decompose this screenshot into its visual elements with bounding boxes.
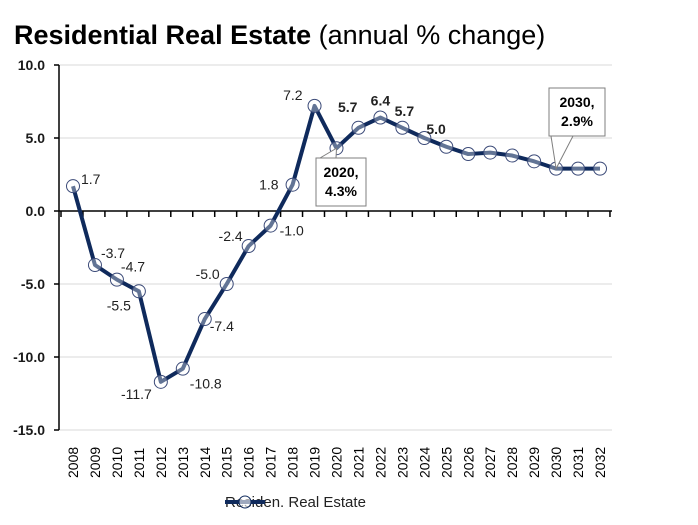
data-point [66, 179, 80, 194]
data-label: 5.7 [395, 103, 415, 119]
data-point [109, 272, 124, 287]
x-tick-label: 2027 [482, 447, 498, 478]
data-point [285, 177, 300, 192]
data-point [175, 361, 190, 376]
y-tick-label: -10.0 [13, 349, 45, 365]
data-label: 1.7 [81, 171, 101, 187]
data-label: 1.8 [259, 177, 279, 193]
x-tick-label: 2018 [285, 447, 301, 478]
data-label: -11.7 [121, 386, 152, 402]
x-tick-label: 2029 [526, 447, 542, 478]
y-tick-label: 5.0 [26, 130, 46, 146]
x-tick-label: 2013 [175, 447, 191, 478]
data-label: -3.7 [101, 245, 125, 261]
data-label: -4.7 [121, 259, 145, 275]
x-tick-label: 2009 [87, 447, 103, 478]
x-tick-label: 2023 [394, 447, 410, 478]
x-tick-label: 2025 [438, 447, 454, 478]
data-label: -5.5 [107, 297, 131, 313]
x-tick-label: 2031 [570, 447, 586, 478]
data-point [527, 154, 542, 169]
x-tick-label: 2010 [109, 447, 125, 478]
data-point [395, 120, 410, 135]
x-tick-label: 2012 [153, 447, 169, 478]
callout-label: 2030, [559, 94, 594, 110]
chart-title-sub: (annual % change) [318, 20, 546, 50]
data-label: -2.4 [219, 228, 243, 244]
x-tick-label: 2032 [592, 447, 608, 478]
x-tick-label: 2020 [329, 447, 345, 478]
x-tick-label: 2011 [131, 448, 147, 478]
data-label: 5.0 [426, 121, 446, 137]
x-tick-label: 2017 [263, 447, 279, 478]
data-point [131, 284, 146, 299]
x-tick-label: 2028 [504, 447, 520, 478]
callout-label: 2020, [323, 164, 358, 180]
data-point [417, 131, 432, 145]
data-label: -7.4 [210, 318, 234, 334]
x-tick-label: 2022 [372, 447, 388, 478]
callout-pointer [318, 147, 338, 159]
data-point [593, 161, 607, 176]
callout-label: 4.3% [325, 183, 357, 199]
data-point [241, 239, 256, 254]
chart-title-main: Residential Real Estate [14, 20, 312, 50]
legend: Residen. Real Estate [225, 494, 366, 511]
callout-box [548, 87, 606, 137]
x-tick-label: 2026 [460, 447, 476, 478]
chart-title: Residential Real Estate (annual % change… [14, 20, 545, 51]
y-tick-label: 0.0 [26, 203, 46, 219]
data-point [351, 120, 366, 135]
data-label: -5.0 [196, 266, 220, 282]
data-point [219, 277, 234, 291]
callout-label: 2.9% [561, 113, 593, 129]
data-point [461, 147, 476, 162]
callout-box [315, 157, 367, 207]
y-tick-label: 10.0 [18, 57, 45, 73]
data-point [307, 98, 322, 113]
data-label: -10.8 [190, 376, 222, 392]
data-label: 7.2 [283, 87, 303, 103]
y-tick-label: -15.0 [13, 422, 45, 438]
legend-label: Residen. Real Estate [225, 494, 366, 511]
x-tick-label: 2030 [548, 447, 564, 478]
x-tick-label: 2014 [197, 447, 213, 478]
legend-line-marker-icon [225, 495, 265, 509]
data-point [373, 110, 388, 125]
x-tick-label: 2015 [219, 447, 235, 478]
data-point [439, 139, 454, 154]
y-tick-label: -5.0 [21, 276, 45, 292]
x-tick-label: 2024 [416, 447, 432, 478]
data-label: -1.0 [280, 223, 304, 239]
data-label: 5.7 [338, 99, 358, 115]
data-label: 6.4 [371, 93, 391, 109]
data-point [483, 145, 498, 160]
x-tick-label: 2019 [307, 447, 323, 478]
data-point [505, 148, 520, 163]
data-point [87, 258, 102, 273]
x-tick-label: 2008 [65, 447, 81, 478]
data-point [197, 312, 212, 327]
data-point [571, 161, 586, 176]
data-point [153, 374, 168, 389]
x-tick-label: 2021 [350, 447, 366, 478]
x-tick-label: 2016 [241, 447, 257, 478]
data-point [263, 218, 278, 233]
